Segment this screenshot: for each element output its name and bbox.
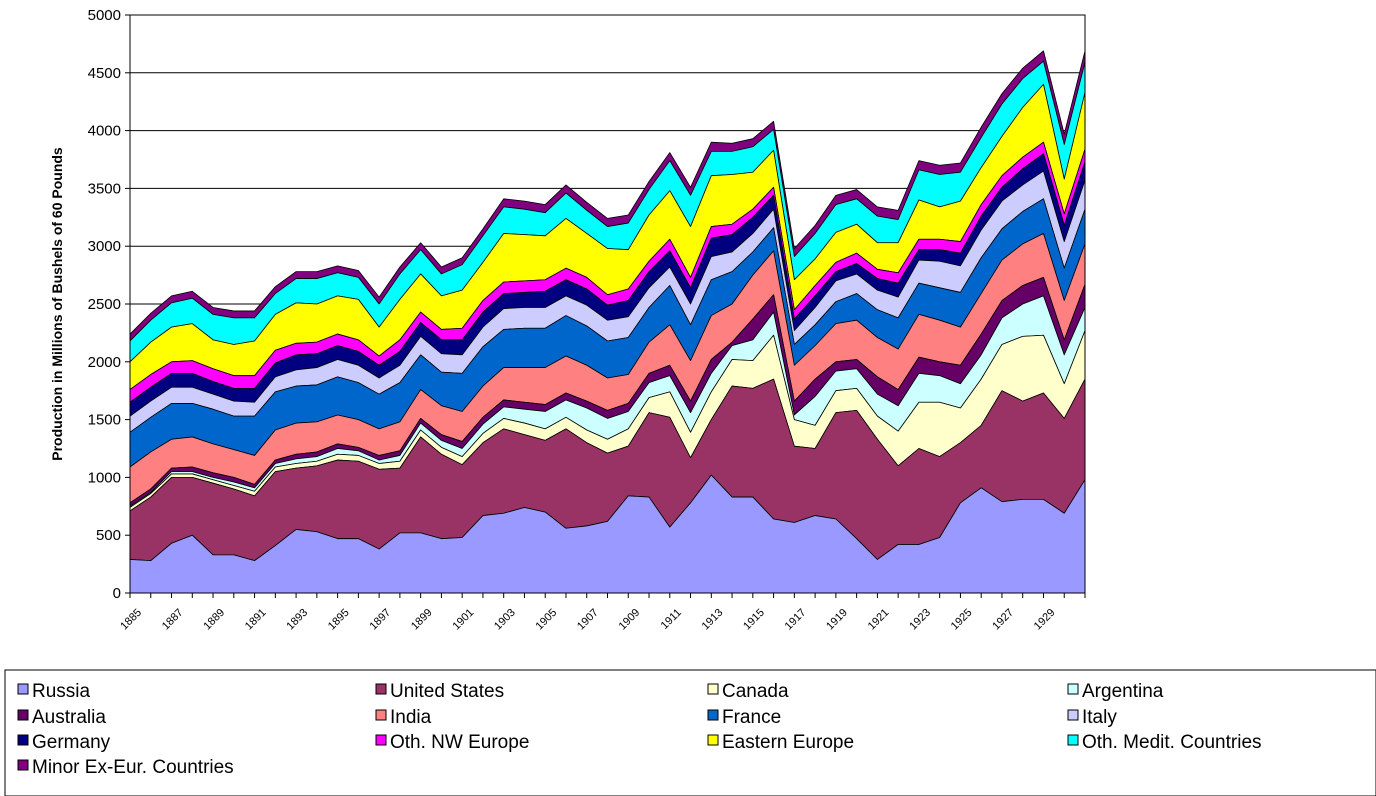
legend-label: Canada bbox=[722, 681, 789, 702]
legend-swatch bbox=[17, 734, 29, 746]
legend-swatch bbox=[1067, 709, 1079, 721]
legend-label: Italy bbox=[1082, 707, 1117, 728]
x-tick-label: 1915 bbox=[741, 607, 767, 633]
legend-label: Oth. NW Europe bbox=[390, 732, 529, 753]
y-tick-label: 500 bbox=[96, 527, 121, 544]
x-tick-label: 1907 bbox=[575, 607, 601, 633]
y-tick-label: 1500 bbox=[88, 412, 121, 429]
legend-swatch bbox=[1067, 734, 1079, 746]
y-tick-label: 1000 bbox=[88, 469, 121, 486]
legend-label: Oth. Medit. Countries bbox=[1082, 732, 1262, 753]
y-tick-label: 4000 bbox=[88, 123, 121, 140]
legend-swatch bbox=[17, 759, 29, 771]
legend-swatch bbox=[17, 709, 29, 721]
legend-swatch bbox=[707, 709, 719, 721]
x-tick-label: 1887 bbox=[160, 607, 186, 633]
y-tick-label: 0 bbox=[113, 585, 121, 602]
x-tick-label: 1893 bbox=[284, 607, 310, 633]
legend-swatch bbox=[17, 683, 29, 695]
x-tick-label: 1895 bbox=[326, 607, 352, 633]
x-tick-label: 1927 bbox=[990, 607, 1016, 633]
legend-label: Russia bbox=[32, 681, 91, 702]
legend-label: United States bbox=[390, 681, 504, 702]
legend-swatch bbox=[1067, 683, 1079, 695]
x-tick-label: 1903 bbox=[492, 607, 518, 633]
y-tick-label: 5000 bbox=[88, 7, 121, 24]
y-tick-label: 3000 bbox=[88, 238, 121, 255]
y-tick-label: 4500 bbox=[88, 65, 121, 82]
y-tick-label: 2500 bbox=[88, 296, 121, 313]
legend-swatch bbox=[375, 709, 387, 721]
x-tick-label: 1899 bbox=[409, 607, 435, 633]
x-tick-label: 1919 bbox=[824, 607, 850, 633]
x-tick-label: 1891 bbox=[243, 607, 269, 633]
legend-label: Argentina bbox=[1082, 681, 1164, 702]
legend-label: France bbox=[722, 707, 781, 728]
legend-box bbox=[4, 669, 1376, 796]
legend-swatch bbox=[375, 683, 387, 695]
x-tick-label: 1897 bbox=[367, 607, 393, 633]
legend-swatch bbox=[707, 734, 719, 746]
x-tick-label: 1885 bbox=[118, 607, 144, 633]
y-tick-label: 3500 bbox=[88, 180, 121, 197]
x-tick-label: 1925 bbox=[949, 607, 975, 633]
x-tick-label: 1923 bbox=[907, 607, 933, 633]
legend-label: Germany bbox=[32, 732, 111, 753]
x-tick-label: 1909 bbox=[617, 607, 643, 633]
x-tick-label: 1913 bbox=[700, 607, 726, 633]
legend-label: Australia bbox=[32, 707, 106, 728]
legend-label: Minor Ex-Eur. Countries bbox=[32, 757, 234, 778]
y-tick-label: 2000 bbox=[88, 354, 121, 371]
legend-swatch bbox=[375, 734, 387, 746]
x-tick-label: 1889 bbox=[201, 607, 227, 633]
y-axis-label: Production in Millions of Bushels of 60 … bbox=[49, 147, 65, 461]
x-tick-label: 1905 bbox=[534, 607, 560, 633]
x-tick-label: 1917 bbox=[783, 607, 809, 633]
x-tick-label: 1921 bbox=[866, 607, 892, 633]
x-tick-label: 1929 bbox=[1032, 607, 1058, 633]
x-tick-label: 1901 bbox=[450, 607, 476, 633]
x-tick-label: 1911 bbox=[659, 607, 684, 632]
legend-swatch bbox=[707, 683, 719, 695]
legend-label: Eastern Europe bbox=[722, 732, 854, 753]
legend-label: India bbox=[390, 707, 432, 728]
